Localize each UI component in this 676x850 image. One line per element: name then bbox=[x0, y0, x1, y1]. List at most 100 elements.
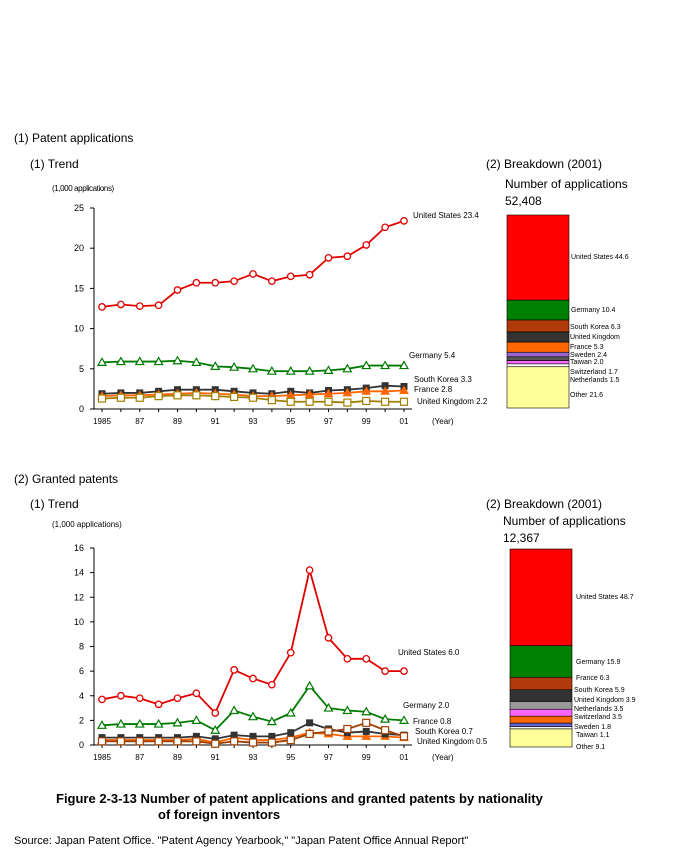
data-point bbox=[323, 365, 334, 375]
segment-label: Taiwan 2.0 bbox=[570, 359, 604, 366]
data-point bbox=[173, 286, 182, 294]
x-tick-label: 97 bbox=[324, 417, 333, 426]
section1-count-label: Number of applications bbox=[505, 177, 628, 191]
data-point bbox=[230, 737, 239, 746]
segment-label: Sweden 2.4 bbox=[570, 352, 607, 359]
data-point bbox=[153, 718, 164, 728]
segment-label: Netherlands 3.5 bbox=[574, 706, 624, 713]
data-point bbox=[210, 725, 221, 734]
series-end-label: France 0.8 bbox=[413, 717, 452, 726]
data-point bbox=[268, 732, 276, 740]
data-point bbox=[98, 695, 106, 704]
data-point bbox=[211, 709, 220, 717]
data-point bbox=[230, 392, 239, 402]
data-point bbox=[247, 711, 259, 721]
data-point bbox=[324, 253, 333, 262]
data-point bbox=[192, 278, 201, 287]
data-point bbox=[399, 385, 409, 395]
data-point bbox=[211, 739, 220, 748]
data-point bbox=[362, 654, 371, 663]
section2-unit-label: (1,000 applications) bbox=[52, 520, 122, 529]
data-point bbox=[381, 223, 389, 232]
data-point bbox=[249, 270, 257, 278]
data-point bbox=[211, 392, 220, 401]
y-tick-label: 8 bbox=[79, 642, 84, 652]
data-point bbox=[362, 396, 371, 406]
series-end-label: United Kingdom 2.2 bbox=[417, 397, 488, 406]
data-point bbox=[135, 737, 144, 746]
x-tick-label: 99 bbox=[362, 753, 371, 762]
y-tick-label: 6 bbox=[79, 666, 84, 676]
data-point bbox=[191, 357, 202, 366]
y-tick-label: 16 bbox=[74, 543, 84, 553]
series-end-label: France 2.8 bbox=[414, 385, 453, 394]
bar-segment bbox=[509, 645, 573, 678]
y-tick-label: 2 bbox=[79, 715, 84, 725]
data-point bbox=[266, 716, 277, 726]
data-point bbox=[229, 361, 240, 371]
data-point bbox=[210, 361, 221, 370]
data-point bbox=[266, 366, 277, 375]
series-end-label: South Korea 0.7 bbox=[415, 727, 473, 736]
segment-label: United Kingdom 3.9 bbox=[574, 697, 636, 704]
bar-segment bbox=[509, 689, 573, 702]
data-point bbox=[154, 392, 163, 401]
x-tick-label: 97 bbox=[324, 753, 333, 762]
data-point bbox=[153, 356, 164, 366]
section2-count-label: Number of applications bbox=[503, 514, 626, 528]
data-point bbox=[172, 355, 183, 365]
bar-segment bbox=[509, 726, 573, 730]
data-point bbox=[324, 634, 333, 642]
x-axis-label: (Year) bbox=[432, 417, 454, 426]
data-point bbox=[154, 737, 163, 746]
data-point bbox=[304, 366, 315, 375]
data-point bbox=[96, 357, 108, 366]
segment-label: Germany 15.9 bbox=[576, 659, 620, 666]
section1-trend-label: (1) Trend bbox=[30, 157, 79, 171]
data-point bbox=[211, 735, 219, 743]
data-point bbox=[191, 715, 202, 724]
data-point bbox=[117, 300, 125, 309]
data-point bbox=[267, 738, 276, 747]
section1-breakdown-label: (2) Breakdown (2001) bbox=[486, 157, 603, 171]
data-point bbox=[115, 356, 126, 366]
data-point bbox=[362, 241, 371, 249]
data-point bbox=[399, 397, 409, 406]
y-tick-label: 0 bbox=[79, 740, 84, 750]
data-point bbox=[230, 277, 238, 286]
x-axis-label: (Year) bbox=[432, 753, 454, 762]
data-point bbox=[380, 713, 391, 723]
data-point bbox=[343, 724, 352, 734]
series-end-label: United States 6.0 bbox=[398, 648, 460, 657]
data-point bbox=[134, 718, 145, 728]
data-point bbox=[116, 393, 125, 402]
y-tick-label: 0 bbox=[79, 404, 84, 414]
data-point bbox=[381, 726, 390, 735]
data-point bbox=[230, 666, 238, 674]
bar-segment bbox=[509, 722, 573, 728]
x-tick-label: 87 bbox=[135, 417, 144, 426]
data-point bbox=[323, 702, 334, 712]
segment-label: United States 48.7 bbox=[576, 594, 634, 601]
data-point bbox=[286, 648, 295, 657]
data-point bbox=[268, 277, 276, 286]
data-point bbox=[285, 707, 296, 717]
data-point bbox=[248, 738, 258, 747]
bar-segment bbox=[509, 708, 573, 717]
data-point bbox=[192, 689, 201, 698]
segment-label: United Kingdom bbox=[570, 334, 620, 341]
data-point bbox=[229, 705, 240, 715]
data-point bbox=[211, 278, 220, 287]
data-point bbox=[343, 252, 352, 261]
data-point bbox=[342, 387, 353, 397]
y-tick-label: 10 bbox=[74, 324, 84, 334]
data-point bbox=[342, 705, 353, 715]
data-point bbox=[172, 717, 183, 727]
section2-count-value: 12,367 bbox=[503, 531, 540, 545]
segment-label: Other 21.6 bbox=[570, 392, 603, 399]
figure-title: Figure 2-3-13 Number of patent applicati… bbox=[56, 791, 543, 806]
data-point bbox=[343, 654, 352, 663]
series-end-label: South Korea 3.3 bbox=[414, 375, 472, 384]
data-point bbox=[116, 737, 125, 746]
